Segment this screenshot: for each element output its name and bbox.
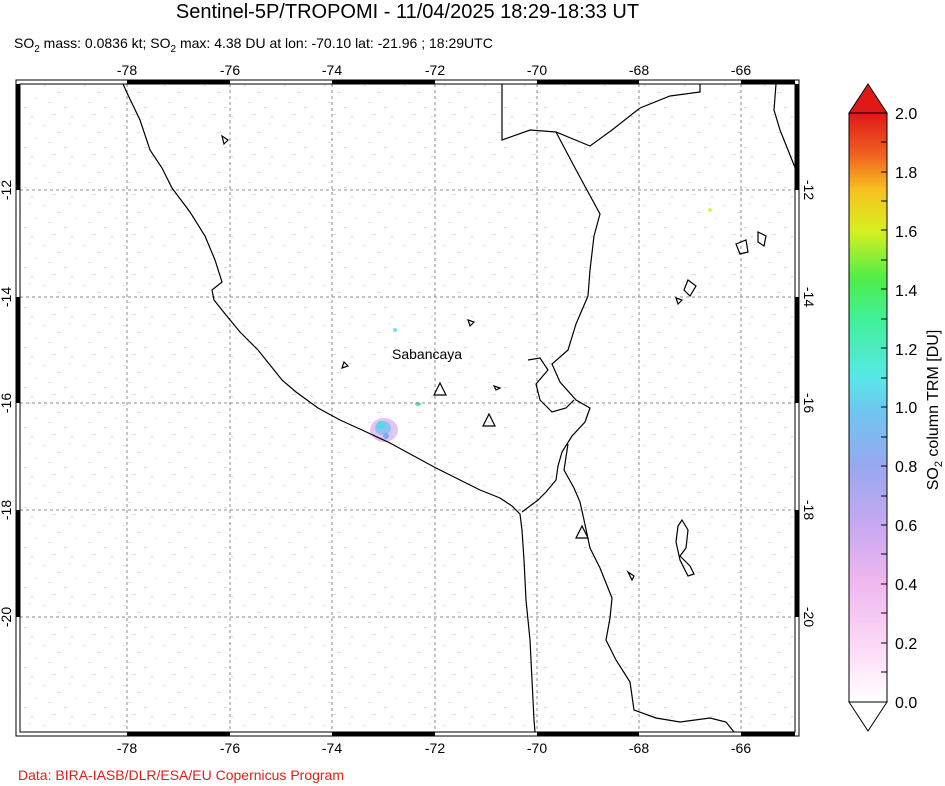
colorbar-tick-label: 0.8 bbox=[895, 459, 917, 476]
coastline-borders bbox=[122, 84, 795, 732]
lon-tick: -68 bbox=[629, 62, 649, 78]
volcano-marker bbox=[482, 412, 496, 427]
lon-tick: -76 bbox=[220, 62, 240, 78]
colorbar-tick-label: 0.0 bbox=[895, 695, 917, 712]
lon-tick: -78 bbox=[117, 740, 137, 756]
lat-tick: -20 bbox=[801, 607, 817, 627]
volcano-markers bbox=[433, 381, 589, 539]
lat-labels-right: -12 -14 -16 -18 -20 bbox=[801, 180, 817, 627]
volcano-label: Sabancaya bbox=[392, 346, 462, 362]
plot-area: Sabancaya bbox=[20, 84, 795, 732]
lon-tick: -66 bbox=[731, 62, 751, 78]
colorbar-tick-label: 0.4 bbox=[895, 577, 917, 594]
lat-tick: -14 bbox=[0, 287, 14, 307]
lon-tick: -72 bbox=[425, 740, 445, 756]
colorbar-tick-label: 1.0 bbox=[895, 400, 917, 417]
lon-tick: -72 bbox=[425, 62, 445, 78]
lat-tick: -14 bbox=[801, 287, 817, 307]
colorbar-tick-label: 1.8 bbox=[895, 165, 917, 182]
colorbar-min-arrow bbox=[848, 701, 888, 732]
lat-tick: -16 bbox=[0, 393, 14, 413]
colorbar-max-arrow bbox=[848, 83, 888, 114]
colorbar-tick-label: 0.2 bbox=[895, 636, 917, 653]
map-frame bbox=[15, 79, 800, 737]
lon-tick: -74 bbox=[322, 740, 342, 756]
lat-tick: -12 bbox=[0, 180, 14, 200]
page-title: Sentinel-5P/TROPOMI - 11/04/2025 18:29-1… bbox=[175, 1, 640, 23]
colorbar-tick-label: 1.6 bbox=[895, 224, 917, 241]
colorbar-title: SO2 column TRM [DU] bbox=[925, 330, 945, 491]
lon-labels-top: -78 -76 -74 -72 -70 -68 -66 bbox=[117, 62, 751, 78]
so2-summary: SO2 mass: 0.0836 kt; SO2 max: 4.38 DU at… bbox=[14, 35, 493, 55]
colorbar-tick-label: 2.0 bbox=[895, 106, 917, 123]
colorbar-tick-label: 1.2 bbox=[895, 342, 917, 359]
lat-tick: -12 bbox=[801, 180, 817, 200]
lon-tick: -74 bbox=[322, 62, 342, 78]
data-credit: Data: BIRA-IASB/DLR/ESA/EU Copernicus Pr… bbox=[18, 767, 345, 783]
lat-labels-left: -12 -14 -16 -18 -20 bbox=[0, 180, 14, 627]
so2-plume bbox=[370, 208, 712, 442]
lon-tick: -66 bbox=[731, 740, 751, 756]
volcano-marker-sabancaya bbox=[433, 381, 447, 396]
lat-tick: -18 bbox=[0, 500, 14, 520]
lat-tick: -20 bbox=[0, 607, 14, 627]
lat-tick: -18 bbox=[801, 500, 817, 520]
colorbar: 2.0 1.8 1.6 1.4 1.2 1.0 0.8 0.6 0.4 0.2 … bbox=[848, 83, 945, 732]
lon-tick: -70 bbox=[527, 62, 547, 78]
colorbar-tick-label: 1.4 bbox=[895, 283, 917, 300]
lon-tick: -70 bbox=[527, 740, 547, 756]
lon-tick: -78 bbox=[117, 62, 137, 78]
colorbar-tick-label: 0.6 bbox=[895, 518, 917, 535]
lon-tick: -68 bbox=[629, 740, 649, 756]
lon-labels-bottom: -78 -76 -74 -72 -70 -68 -66 bbox=[117, 740, 751, 756]
lon-tick: -76 bbox=[220, 740, 240, 756]
volcano-marker bbox=[575, 524, 589, 539]
graticule bbox=[20, 84, 795, 732]
lat-tick: -16 bbox=[801, 393, 817, 413]
